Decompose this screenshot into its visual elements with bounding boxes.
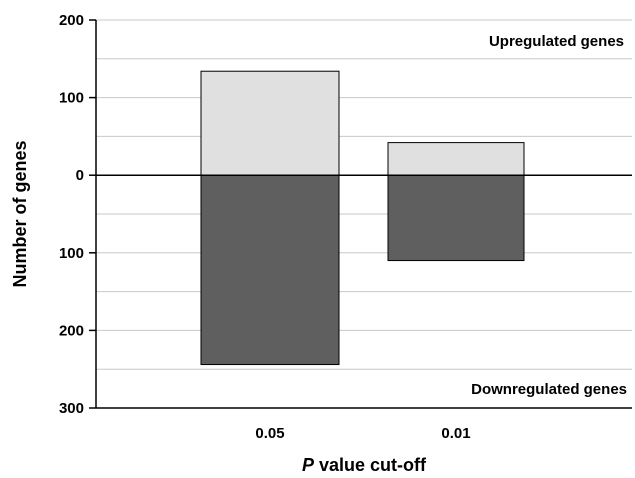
y-tick-label: 100 bbox=[59, 90, 84, 107]
y-axis-title: Number of genes bbox=[10, 140, 30, 287]
bar-up-0.05 bbox=[200, 70, 340, 176]
y-tick-label: 100 bbox=[59, 245, 84, 262]
gridlines bbox=[96, 19, 632, 370]
y-ticks: 200 100 0 100 200 300 bbox=[59, 12, 96, 417]
x-axis-title-italic: P bbox=[302, 455, 315, 475]
upregulated-annotation: Upregulated genes bbox=[489, 33, 624, 50]
bar-up-0.01 bbox=[387, 142, 525, 176]
y-tick-label: 300 bbox=[59, 400, 84, 417]
downregulated-annotation: Downregulated genes bbox=[471, 381, 627, 398]
axes bbox=[95, 20, 632, 409]
x-axis-title-rest: value cut-off bbox=[314, 455, 427, 475]
x-axis-title: P value cut-off bbox=[302, 455, 427, 475]
x-tick-label: 0.01 bbox=[441, 425, 470, 442]
bar-down-0.01 bbox=[387, 174, 525, 262]
x-tick-labels: 0.05 0.01 bbox=[255, 425, 470, 442]
bars bbox=[200, 70, 525, 366]
y-tick-label: 0 bbox=[76, 167, 84, 184]
y-tick-label: 200 bbox=[59, 12, 84, 29]
y-tick-label: 200 bbox=[59, 322, 84, 339]
x-tick-label: 0.05 bbox=[255, 425, 284, 442]
bar-down-0.05 bbox=[200, 174, 340, 366]
